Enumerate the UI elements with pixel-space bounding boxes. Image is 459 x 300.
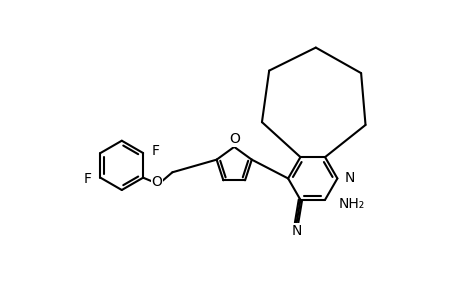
Text: O: O: [229, 132, 240, 146]
Text: O: O: [151, 175, 162, 188]
Text: F: F: [151, 144, 159, 158]
Text: N: N: [291, 224, 301, 238]
Text: F: F: [84, 172, 92, 186]
Text: N: N: [344, 172, 354, 185]
Text: NH₂: NH₂: [338, 196, 364, 211]
